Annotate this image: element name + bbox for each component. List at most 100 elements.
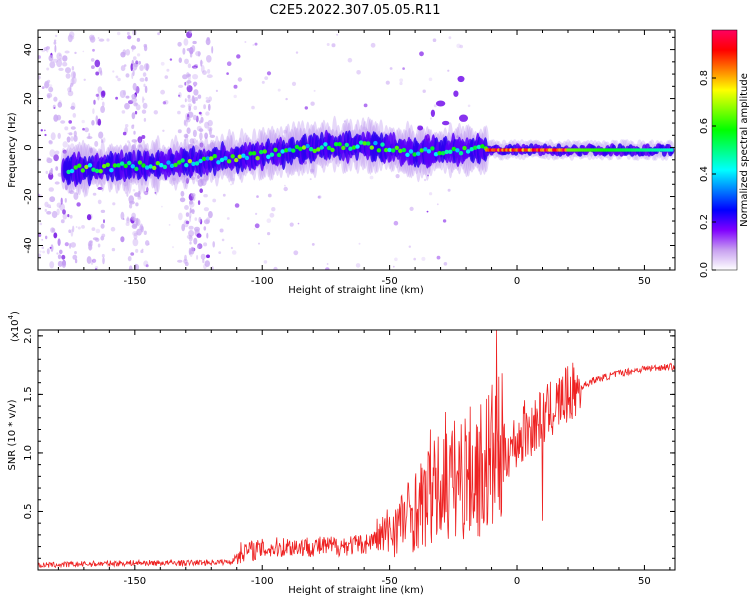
spectrogram-panel: -150 -100 -50 0 50 -40 -20 0 20 40 Height of str… (7, 29, 750, 296)
noise-speck (124, 127, 128, 134)
noise-speck (95, 237, 100, 242)
noise-speck (255, 212, 258, 215)
noise-speck (188, 211, 192, 219)
noise-speck (231, 250, 237, 255)
noise-speck (177, 110, 181, 115)
noise-speck (186, 48, 192, 52)
y-tick-label: 40 (23, 43, 34, 56)
x-tick-label: -50 (381, 576, 397, 587)
noise-speck (423, 178, 427, 182)
spectrogram-x-axis-label: Height of straight line (km) (288, 285, 424, 296)
noise-speck (177, 41, 182, 47)
signal-peak (391, 148, 396, 153)
signal-peak (298, 146, 303, 151)
noise-speck (183, 38, 189, 46)
noise-speck (187, 103, 192, 108)
signal-peak (355, 144, 360, 149)
y-tick-label: 20 (23, 92, 34, 105)
noise-speck (172, 246, 174, 249)
noise-speck (91, 120, 95, 126)
signal-peak (237, 154, 242, 159)
noise-speck (120, 211, 125, 220)
signal-peak (430, 146, 435, 151)
noise-speck (111, 247, 116, 252)
signal-peak (216, 160, 221, 165)
noise-speck (57, 238, 61, 246)
noise-speck (141, 135, 146, 139)
noise-speck (125, 217, 131, 224)
noise-speck (226, 217, 230, 220)
signal-peak (465, 149, 471, 154)
noise-speck (95, 228, 101, 234)
noise-speck (49, 246, 52, 249)
noise-speck (133, 232, 138, 240)
noise-speck (134, 110, 138, 115)
noise-speck (70, 242, 76, 248)
signal-blob (457, 75, 465, 83)
noise-speck (164, 75, 169, 79)
noise-speck (60, 197, 63, 205)
noise-speck (92, 258, 97, 263)
noise-speck (53, 39, 57, 42)
signal-peak (462, 145, 467, 151)
noise-speck (72, 225, 75, 233)
signal-peak (276, 152, 282, 158)
noise-speck (203, 194, 208, 198)
noise-speck (121, 110, 126, 114)
noise-speck (75, 226, 78, 228)
noise-speck (125, 95, 130, 99)
noise-speck (256, 195, 259, 198)
snr-panel: -150 -100 -50 0 50 0.5 1.0 1.5 2.0 Height of st… (7, 311, 676, 596)
noise-speck (189, 53, 193, 58)
noise-speck (191, 211, 195, 215)
signal-peak (269, 152, 275, 157)
noise-speck (139, 64, 144, 71)
noise-speck (428, 77, 433, 82)
noise-speck (81, 225, 85, 229)
noise-speck (442, 219, 447, 223)
x-tick-label: 0 (514, 276, 520, 287)
noise-speck (97, 186, 103, 190)
noise-speck (127, 35, 132, 40)
signal-peak (416, 151, 421, 156)
noise-speck (283, 186, 288, 192)
noise-speck (70, 35, 75, 40)
noise-speck (102, 101, 105, 107)
signal-peak (230, 154, 235, 159)
noise-speck (131, 139, 138, 143)
noise-speck (73, 135, 78, 142)
noise-speck (222, 193, 226, 197)
signal-peak (451, 146, 456, 152)
noise-speck (205, 96, 209, 100)
noise-speck (192, 96, 195, 104)
signal-peak (380, 142, 385, 147)
noise-speck (137, 136, 143, 144)
signal-peak (209, 156, 214, 161)
noise-speck (38, 75, 41, 80)
signal-peak (127, 160, 132, 166)
noise-speck (59, 203, 65, 211)
noise-speck (160, 61, 165, 66)
signal-peak (248, 151, 253, 156)
colorbar-tick-label: 0.2 (699, 214, 710, 230)
signal-peak (305, 143, 310, 149)
noise-speck (192, 74, 199, 80)
noise-speck (50, 132, 56, 141)
noise-speck (52, 58, 59, 63)
signal-peak (234, 157, 239, 163)
noise-speck (70, 126, 76, 130)
noise-speck (426, 210, 429, 213)
noise-speck (267, 232, 271, 236)
noise-speck (142, 102, 148, 109)
noise-speck (408, 245, 411, 248)
noise-speck (200, 178, 207, 186)
noise-speck (448, 36, 452, 40)
noise-speck (143, 190, 149, 196)
noise-speck (252, 44, 255, 46)
noise-speck (199, 132, 203, 141)
x-tick-label: 50 (638, 576, 651, 587)
colorbar-tick-label: 0.0 (699, 262, 710, 278)
noise-speck (209, 142, 215, 149)
noise-speck (154, 192, 157, 194)
signal-peak (155, 161, 160, 166)
